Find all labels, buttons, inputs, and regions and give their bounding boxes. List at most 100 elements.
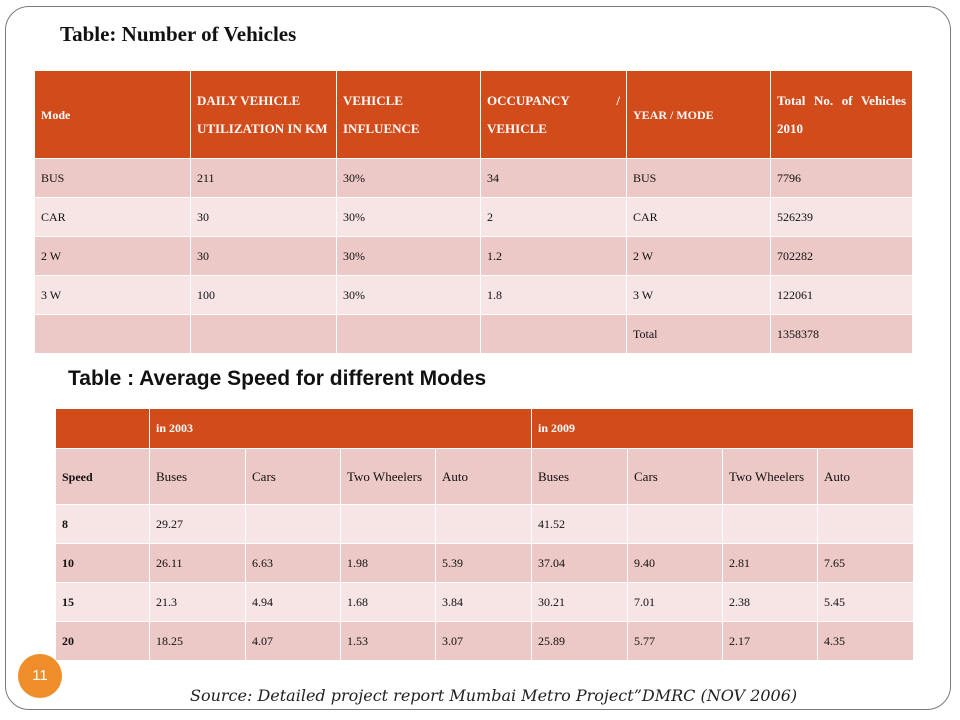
table-cell: 30.21 [531,582,629,622]
table-cell: 4.94 [245,582,341,622]
table-cell: 30% [336,158,481,198]
table-total-row: Total 1358378 [34,314,913,354]
total-label: Total [626,314,771,354]
table-cell: 526239 [770,197,913,237]
header-cell: Auto [434,448,533,505]
table-cell: 25.89 [531,621,629,661]
table-sub-header-row: Speed Buses Cars Two Wheelers Auto Buses… [55,448,915,505]
speed-cell: 10 [55,543,150,583]
table-cell: 702282 [770,236,913,276]
table-cell: 30 [190,197,337,237]
table-cell: 3 W [626,275,771,315]
table-cell: 7.01 [627,582,724,622]
table-cell: 2 [480,197,627,237]
table-row: CAR 30 30% 2 CAR 526239 [34,197,913,237]
table-cell [245,504,341,544]
header-cell: Total No. of Vehicles 2010 [770,70,913,159]
header-cell: Auto [817,448,915,505]
table-cell: 2.38 [722,582,819,622]
table-cell [34,314,191,354]
total-value: 1358378 [770,314,913,354]
speed-table-title: Table : Average Speed for different Mode… [68,367,487,390]
table-cell: 2 W [626,236,771,276]
table-cell: 34 [480,158,627,198]
header-cell: Cars [627,448,724,505]
table-cell: 2.17 [722,621,819,661]
table-cell: 5.77 [627,621,724,661]
table-row: 2 W 30 30% 1.2 2 W 702282 [34,236,913,276]
speed-cell: 20 [55,621,150,661]
table-row: 15 21.3 4.94 1.68 3.84 30.21 7.01 2.38 5… [55,582,915,622]
table-cell: CAR [626,197,771,237]
table-cell: 30% [336,275,481,315]
table-cell: 4.07 [245,621,341,661]
table-group-header-row: in 2003 in 2009 [55,408,915,449]
header-cell: VEHICLE INFLUENCE [336,70,481,159]
header-cell: Cars [245,448,341,505]
table-cell: 9.40 [627,543,724,583]
table-cell [340,504,436,544]
table-row: BUS 211 30% 34 BUS 7796 [34,158,913,198]
source-note: Source: Detailed project report Mumbai M… [190,686,798,705]
table-cell: 3 W [34,275,191,315]
table-cell: 1.53 [340,621,436,661]
header-cell: Speed [55,448,150,505]
table-cell: 26.11 [149,543,246,583]
speed-table: in 2003 in 2009 Speed Buses Cars Two Whe… [55,408,915,661]
table-cell: 30% [336,197,481,237]
table-cell: 41.52 [531,504,629,544]
table-row: 3 W 100 30% 1.8 3 W 122061 [34,275,913,315]
table-cell: 1.68 [340,582,436,622]
header-cell: Mode [34,70,191,159]
table-cell: 1.8 [480,275,627,315]
group-header-2009: in 2009 [531,408,915,449]
header-cell: Buses [531,448,629,505]
table-cell [722,504,819,544]
table-cell: 6.63 [245,543,341,583]
table-cell: BUS [34,158,191,198]
table-cell: 30% [336,236,481,276]
table-cell: 5.39 [434,543,533,583]
table-cell [627,504,724,544]
table-cell [336,314,481,354]
vehicles-table-title: Table: Number of Vehicles [60,22,297,46]
table-cell: 211 [190,158,337,198]
header-cell: OCCUPANCY / VEHICLE [480,70,627,159]
table-cell [190,314,337,354]
table-cell: BUS [626,158,771,198]
table-cell: 7796 [770,158,913,198]
table-row: 20 18.25 4.07 1.53 3.07 25.89 5.77 2.17 … [55,621,915,661]
table-row: 10 26.11 6.63 1.98 5.39 37.04 9.40 2.81 … [55,543,915,583]
header-cell-text: Total No. of Vehicles [777,92,906,108]
table-cell: 100 [190,275,337,315]
group-header-2003: in 2003 [148,408,533,449]
header-cell-blank [55,408,150,449]
table-cell: 7.65 [817,543,915,583]
table-cell: 1.2 [480,236,627,276]
table-cell: 29.27 [149,504,246,544]
table-cell: 1.98 [340,543,436,583]
page-number-badge: 11 [18,654,62,698]
table-cell: 5.45 [817,582,915,622]
header-cell: Buses [149,448,246,505]
vehicles-table: Mode DAILY VEHICLE UTILIZATION IN KM VEH… [34,70,913,354]
speed-cell: 8 [55,504,150,544]
table-cell: 2 W [34,236,191,276]
table-row: 8 29.27 41.52 [55,504,915,544]
table-cell: 37.04 [531,543,629,583]
header-cell-year: 2010 [777,120,803,136]
table-cell [817,504,915,544]
table-cell [480,314,627,354]
table-header-row: Mode DAILY VEHICLE UTILIZATION IN KM VEH… [34,70,913,159]
header-cell: Two Wheelers [340,448,436,505]
header-cell: YEAR / MODE [626,70,771,159]
header-cell: Two Wheelers [722,448,819,505]
table-cell: 3.07 [434,621,533,661]
table-cell: 18.25 [149,621,246,661]
table-cell: 21.3 [149,582,246,622]
slide-frame [5,6,951,710]
table-cell: CAR [34,197,191,237]
table-cell: 3.84 [434,582,533,622]
header-cell: DAILY VEHICLE UTILIZATION IN KM [190,70,337,159]
table-cell: 4.35 [817,621,915,661]
